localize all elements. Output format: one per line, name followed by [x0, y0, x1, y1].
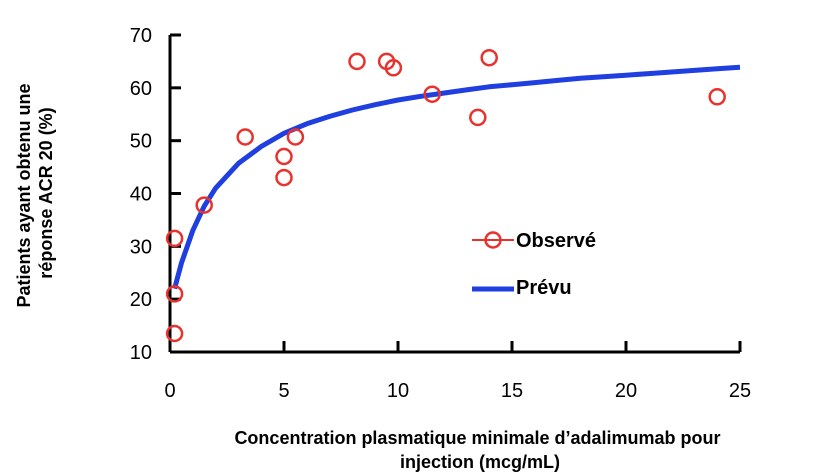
observed-point	[286, 128, 305, 146]
observed-point	[195, 196, 213, 214]
observed-point	[348, 52, 366, 71]
x-tick-label: 25	[729, 380, 751, 402]
observed-point	[275, 147, 293, 166]
observed-point	[165, 324, 184, 343]
observed-point	[236, 128, 254, 146]
y-axis-title: Patients ayant obtenu une réponse ACR 20…	[14, 78, 56, 307]
legend-observed-label: Observé	[516, 230, 596, 252]
x-tick-label: 0	[164, 380, 175, 402]
x-tick-label: 15	[501, 380, 523, 402]
observed-point	[708, 88, 726, 106]
y-tick-label: 70	[130, 25, 152, 47]
observed-point	[469, 108, 487, 127]
predicted-series	[172, 64, 741, 290]
y-axis-title-line-1: Patients ayant obtenu une	[14, 83, 34, 307]
legend-observed-marker	[484, 231, 502, 249]
y-tick-label: 50	[130, 131, 152, 153]
observed-point	[384, 59, 403, 77]
legend: Observé Prévu	[472, 230, 596, 299]
legend-predicted-label: Prévu	[516, 277, 572, 299]
x-ticks: 0 5 10 15 20 25	[164, 341, 751, 402]
axes: 10 20 30 40 50 60 70 0 5 10 15 20 25	[130, 25, 751, 402]
x-axis-title: Concentration plasmatique minimale d’ada…	[234, 428, 725, 472]
x-tick-label: 5	[278, 380, 289, 402]
observed-point	[480, 48, 498, 67]
y-ticks: 10 20 30 40 50 60 70	[130, 25, 181, 364]
x-axis-title-line-1: Concentration plasmatique minimale d’ada…	[234, 428, 720, 448]
observed-point	[165, 285, 184, 303]
y-tick-label: 40	[130, 184, 152, 206]
observed-series	[165, 48, 726, 343]
y-axis-title-line-2: réponse ACR 20 (%)	[36, 107, 56, 278]
legend-item-predicted: Prévu	[472, 277, 572, 299]
observed-point	[165, 229, 184, 248]
y-tick-label: 30	[130, 236, 152, 258]
legend-item-observed: Observé	[472, 230, 596, 252]
x-tick-label: 20	[615, 380, 637, 402]
y-tick-label: 20	[130, 289, 152, 311]
observed-point	[275, 168, 293, 187]
observed-point	[423, 85, 441, 103]
predicted-curve	[172, 64, 741, 290]
x-tick-label: 10	[387, 380, 409, 402]
x-axis-title-line-2: injection (mcg/mL)	[400, 452, 560, 472]
y-tick-label: 60	[130, 78, 152, 100]
y-tick-label: 10	[130, 342, 152, 364]
